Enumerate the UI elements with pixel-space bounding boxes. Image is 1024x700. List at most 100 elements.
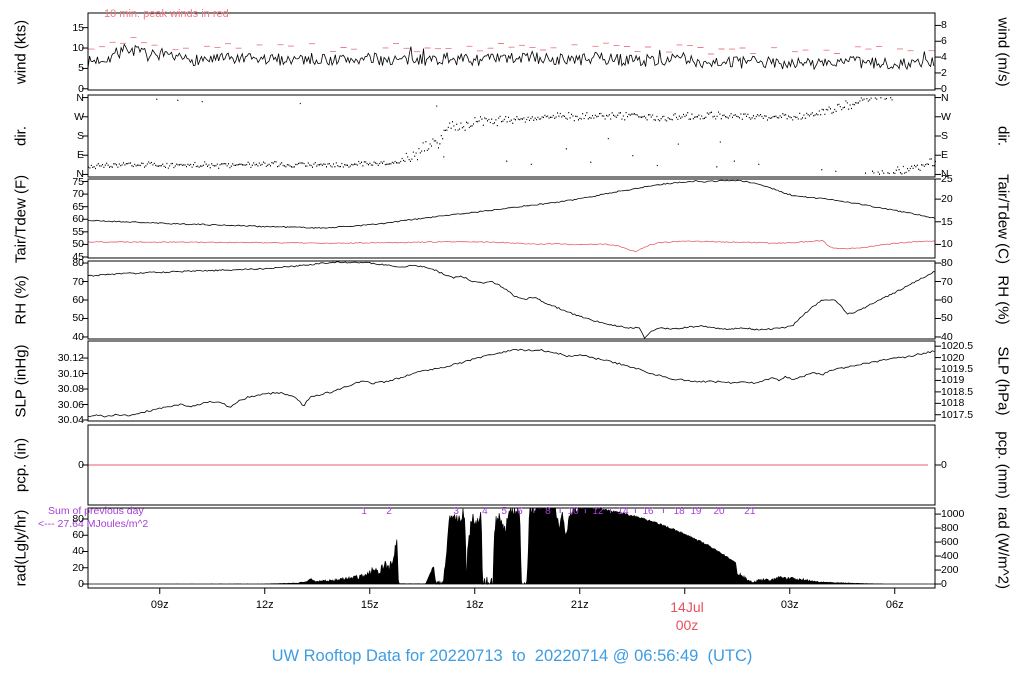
rad-ytick-right-800: 800 (941, 522, 959, 535)
wind-left-axis-label: wind (kts) (12, 19, 30, 84)
slp-ytick-right-1020: 1020 (941, 351, 965, 364)
rh-ytick-right-60: 60 (941, 294, 953, 306)
slp-ytick-left-30.04: 30.04 (57, 413, 84, 426)
rad-hour-sum-16: 16 (642, 506, 654, 517)
panel-slp-box (87, 340, 936, 422)
xtick-12z: 12z (255, 599, 274, 611)
dir-ytick-left-N: N (76, 168, 84, 181)
pcp-right-axis-label: pcp. (mm) (994, 431, 1012, 499)
slp-ytick-right-1018.5: 1018.5 (941, 385, 974, 398)
rad-ytick-left-80: 80 (72, 512, 84, 525)
wind-ytick-right-2: 2 (941, 66, 947, 79)
pcp-ytick-right-0: 0 (941, 459, 947, 471)
rad-hour-sum-19: 19 (690, 506, 702, 517)
slp-left-axis-label: SLP (inHg) (12, 344, 30, 418)
dir-left-axis-label: dir. (12, 125, 30, 147)
rad-hour-sum-1: 1 (361, 506, 367, 517)
wind-ytick-right-6: 6 (941, 35, 947, 48)
rh-ytick-right-50: 50 (941, 312, 953, 325)
rad-hour-sum-10: 10 (567, 506, 579, 517)
slp-ytick-right-1019: 1019 (941, 374, 965, 387)
slp-ytick-right-1019.5: 1019.5 (941, 363, 974, 376)
rh-right-axis-label: RH (%) (994, 275, 1012, 325)
panel-dir-box (87, 94, 936, 178)
rad-ytick-left-0: 0 (78, 578, 84, 591)
rh-ytick-right-80: 80 (941, 257, 953, 270)
slp-ytick-right-1017.5: 1017.5 (941, 408, 974, 421)
panel-wind-box (87, 12, 936, 91)
xtick-09z: 09z (150, 599, 169, 611)
rad-hour-sum-18: 18 (673, 506, 685, 517)
tair-ytick-left-65: 65 (72, 200, 84, 213)
series-peak-wind-10min (88, 37, 935, 55)
rad-ytick-left-40: 40 (72, 545, 84, 558)
rad-sum-note-line1: Sum of previous day (48, 505, 144, 517)
xtick-03z: 03z (780, 599, 799, 611)
xtick-21z: 21z (570, 599, 589, 611)
rad-ytick-right-0: 0 (941, 578, 947, 591)
peak-winds-note: 10 min. peak winds in red (104, 8, 229, 20)
wind-right-axis-label: wind (m/s) (994, 16, 1012, 87)
tair-right-axis-label: Tair/Tdew (C) (994, 173, 1012, 264)
wind-ytick-right-8: 8 (941, 19, 947, 32)
panel-rad-box (87, 507, 936, 589)
rad-hour-sum-5: 5 (501, 506, 507, 517)
tair-ytick-left-75: 75 (72, 175, 84, 188)
tair-left-axis-label: Tair/Tdew (F) (12, 174, 30, 263)
rad-left-axis-label: rad(Lgly/hr) (12, 509, 30, 587)
slp-ytick-left-30.10: 30.10 (57, 367, 84, 380)
panel-tair-box (87, 178, 936, 259)
rad-hour-sum-6: 6 (517, 506, 523, 517)
tair-ytick-left-50: 50 (72, 238, 84, 251)
rad-ytick-left-60: 60 (72, 529, 84, 542)
tair-ytick-right-10: 10 (941, 238, 953, 251)
rh-ytick-left-70: 70 (72, 275, 84, 288)
wind-ytick-left-0: 0 (78, 82, 84, 95)
tair-ytick-left-60: 60 (72, 213, 84, 226)
series-wind-speed-kts (87, 43, 935, 71)
rad-hour-sum-8: 8 (545, 506, 551, 517)
dir-ytick-right-S: S (941, 130, 949, 142)
rad-hour-sum-3: 3 (453, 506, 459, 517)
rad-ytick-right-400: 400 (941, 550, 959, 563)
date-label-hour: 00z (675, 616, 699, 633)
rad-ytick-left-20: 20 (72, 561, 84, 574)
rad-right-axis-label: rad (W/m^2) (994, 506, 1012, 590)
panel-rh-box (87, 260, 936, 340)
series-solar-radiation (88, 506, 935, 586)
wind-ytick-right-0: 0 (941, 82, 947, 95)
wind-ytick-left-5: 5 (78, 62, 84, 75)
series-sea-level-pressure (87, 348, 935, 418)
rad-hour-sum-14: 14 (617, 506, 629, 517)
dir-ytick-right-W: W (941, 110, 951, 123)
wind-ytick-right-4: 4 (941, 51, 947, 64)
dir-ytick-right-N: N (941, 168, 949, 181)
rad-ytick-right-200: 200 (941, 564, 959, 577)
figure-title: UW Rooftop Data for 20220713 to 20220714… (271, 647, 753, 665)
date-label-day: 14Jul (670, 599, 704, 615)
rad-ytick-right-1000: 1000 (941, 508, 965, 521)
tair-ytick-left-45: 45 (72, 250, 84, 263)
x-axis-date-label: 14Jul 00z (647, 599, 727, 634)
rad-ytick-right-600: 600 (941, 536, 959, 549)
tair-ytick-right-15: 15 (941, 215, 953, 228)
pcp-ytick-left-0: 0 (78, 459, 84, 471)
series-air-temperature (88, 179, 936, 229)
dir-ytick-left-W: W (74, 110, 84, 123)
dir-ytick-right-N: N (941, 91, 949, 104)
xtick-06z: 06z (885, 599, 904, 611)
rh-ytick-left-40: 40 (72, 330, 84, 343)
tair-ytick-right-25: 25 (941, 173, 953, 185)
dir-right-axis-label: dir. (994, 125, 1012, 147)
rh-left-axis-label: RH (%) (12, 275, 30, 325)
slp-ytick-right-1020.5: 1020.5 (941, 340, 974, 353)
rh-ytick-left-60: 60 (72, 294, 84, 306)
dir-ytick-left-S: S (76, 130, 84, 142)
rh-ytick-right-70: 70 (941, 275, 953, 288)
wind-ytick-left-10: 10 (72, 42, 84, 55)
pcp-left-axis-label: pcp. (in) (12, 437, 30, 493)
rad-sum-note-line2: <--- 27.64 MJoules/m^2 (38, 518, 149, 530)
tair-ytick-right-20: 20 (941, 193, 953, 206)
